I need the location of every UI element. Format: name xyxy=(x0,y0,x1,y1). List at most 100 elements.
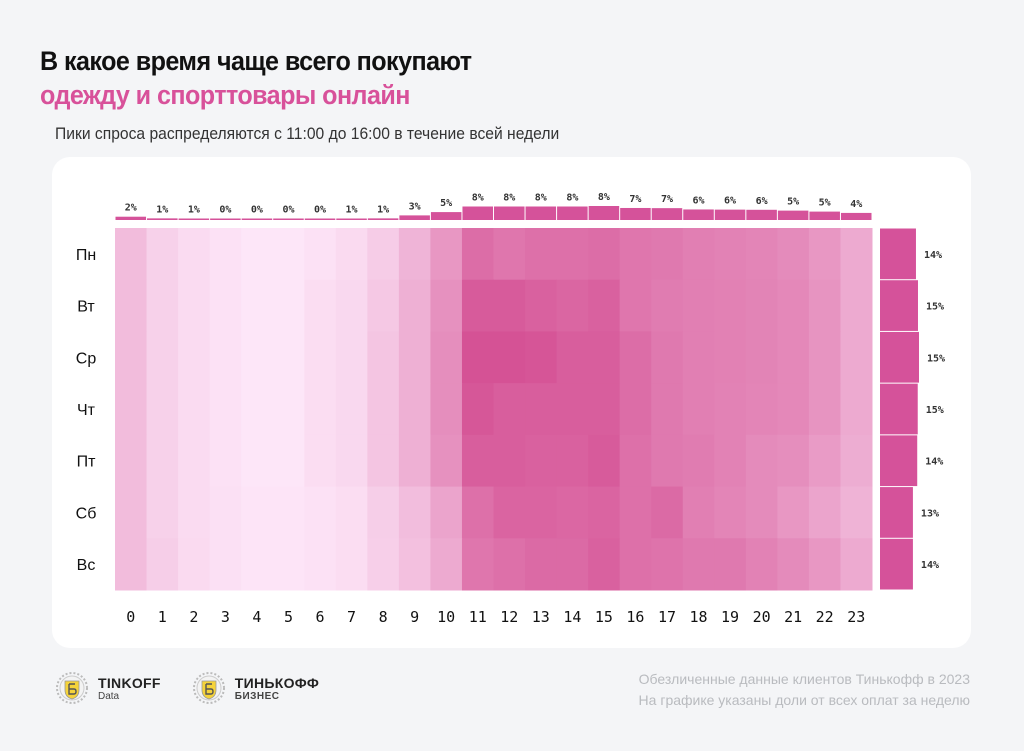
heatmap-cell xyxy=(241,331,274,384)
heatmap-cell xyxy=(525,228,558,281)
heatmap-cell xyxy=(304,383,337,436)
heatmap-cell xyxy=(146,383,179,436)
hour-label: 3 xyxy=(221,608,230,626)
heatmap-cell xyxy=(461,228,494,281)
hour-total-label: 0% xyxy=(282,205,294,216)
heatmap-cell xyxy=(241,279,274,332)
heatmap-cell xyxy=(556,538,589,591)
heatmap-cell xyxy=(588,538,621,591)
heatmap-cell xyxy=(840,279,873,332)
tinkoff-business-logo: ТИНЬКОФФ БИЗНЕС xyxy=(191,670,319,706)
heatmap-cell xyxy=(146,434,179,488)
day-total-bar xyxy=(880,280,918,331)
day-total-label: 15% xyxy=(926,405,944,416)
hour-total-bar xyxy=(241,218,273,220)
heatmap-cell xyxy=(745,486,778,539)
hour-total-bars: 2% 1% 1% 0% 0% 0% 0% 1% 1% 3% 5% 8% 8% 8% 8% 8% 7% 7% 6% 6%… xyxy=(115,192,872,220)
hour-total-label: 5% xyxy=(819,198,831,209)
heatmap-cell xyxy=(178,434,211,488)
heatmap-cell xyxy=(178,228,211,281)
heatmap-cell xyxy=(808,434,841,488)
footnote: Обезличенные данные клиентов Тинькофф в … xyxy=(639,669,970,711)
heatmap-cell xyxy=(588,331,621,384)
logo1-sub: Data xyxy=(98,690,120,702)
heatmap-cell xyxy=(808,538,841,591)
heatmap-cell xyxy=(777,486,810,539)
heatmap-cell xyxy=(619,486,652,539)
heatmap-cell xyxy=(398,279,431,332)
heatmap-cell xyxy=(398,434,431,488)
hour-total-label: 8% xyxy=(566,192,578,203)
heatmap-cell xyxy=(714,486,747,539)
heatmap-cell xyxy=(115,434,148,488)
heatmap-cell xyxy=(556,434,589,488)
heatmap-cell xyxy=(430,331,463,384)
heatmap-cell xyxy=(651,331,684,384)
day-label: Сб xyxy=(76,505,97,522)
heatmap-cell xyxy=(619,383,652,436)
heatmap-cell xyxy=(651,434,684,488)
heatmap-cell xyxy=(335,279,368,332)
hour-label: 23 xyxy=(847,608,865,626)
footnote-line-1: Обезличенные данные клиентов Тинькофф в … xyxy=(638,671,970,687)
heatmap-cell xyxy=(272,331,305,384)
heatmap-cell xyxy=(335,228,368,281)
heatmap-cell xyxy=(714,434,747,488)
heatmap-cell xyxy=(682,486,715,539)
heatmap-cell xyxy=(556,486,589,539)
heatmap-cell xyxy=(840,228,873,281)
footnote-line-2: На графике указаны доли от всех оплат за… xyxy=(638,692,970,708)
heatmap-cell xyxy=(335,486,368,539)
page-title: В какое время чаще всего покупают одежду… xyxy=(40,44,472,112)
hour-total-bar xyxy=(178,218,210,220)
heatmap-cell xyxy=(840,434,873,488)
hour-total-label: 8% xyxy=(535,192,547,203)
day-total-bar xyxy=(880,228,916,280)
heatmap-cell xyxy=(398,228,431,281)
heatmap-cell xyxy=(335,331,368,384)
heatmap-cell xyxy=(146,228,179,281)
heatmap-cell xyxy=(461,331,494,384)
hour-total-bar xyxy=(430,212,462,220)
heatmap-cell xyxy=(588,383,621,436)
heatmap-cell xyxy=(714,538,747,591)
hour-total-bar xyxy=(746,209,777,220)
hour-total-bar xyxy=(588,206,620,220)
heatmap-cell xyxy=(335,434,368,488)
heatmap-cell xyxy=(272,383,305,436)
heatmap-cell xyxy=(588,434,621,488)
heatmap-cell xyxy=(430,383,463,436)
day-total-label: 14% xyxy=(924,250,942,261)
heatmap-cell xyxy=(619,434,652,488)
heatmap-cell xyxy=(493,383,526,436)
heatmap-cell xyxy=(272,486,305,539)
heatmap-cell xyxy=(840,331,873,384)
heatmap-cell xyxy=(304,434,337,488)
day-total-label: 15% xyxy=(926,302,944,313)
heatmap-cell xyxy=(304,279,337,332)
hour-total-label: 3% xyxy=(409,201,421,212)
heatmap-cell xyxy=(272,228,305,281)
heatmap-cell xyxy=(461,434,494,488)
heatmap-cell xyxy=(619,228,652,281)
day-total-bar xyxy=(880,331,919,383)
heatmap-cell xyxy=(115,383,148,436)
hour-total-bar xyxy=(714,209,746,220)
hour-label: 19 xyxy=(721,608,739,626)
heatmap-cell xyxy=(493,434,526,488)
heatmap-cell xyxy=(840,538,873,591)
heatmap-cell xyxy=(304,486,337,539)
hour-label: 14 xyxy=(563,608,581,626)
hour-total-label: 5% xyxy=(440,198,452,209)
day-total-label: 14% xyxy=(921,560,939,571)
hour-label: 6 xyxy=(316,608,325,626)
heatmap-cell xyxy=(146,538,179,591)
heatmap-cell xyxy=(525,434,558,488)
heatmap-cell xyxy=(209,228,242,281)
heatmap-cell xyxy=(398,331,431,384)
hour-total-label: 8% xyxy=(503,192,515,203)
heatmap-cell xyxy=(335,383,368,436)
heatmap-cell xyxy=(146,279,179,332)
heatmap-cell xyxy=(745,538,778,591)
